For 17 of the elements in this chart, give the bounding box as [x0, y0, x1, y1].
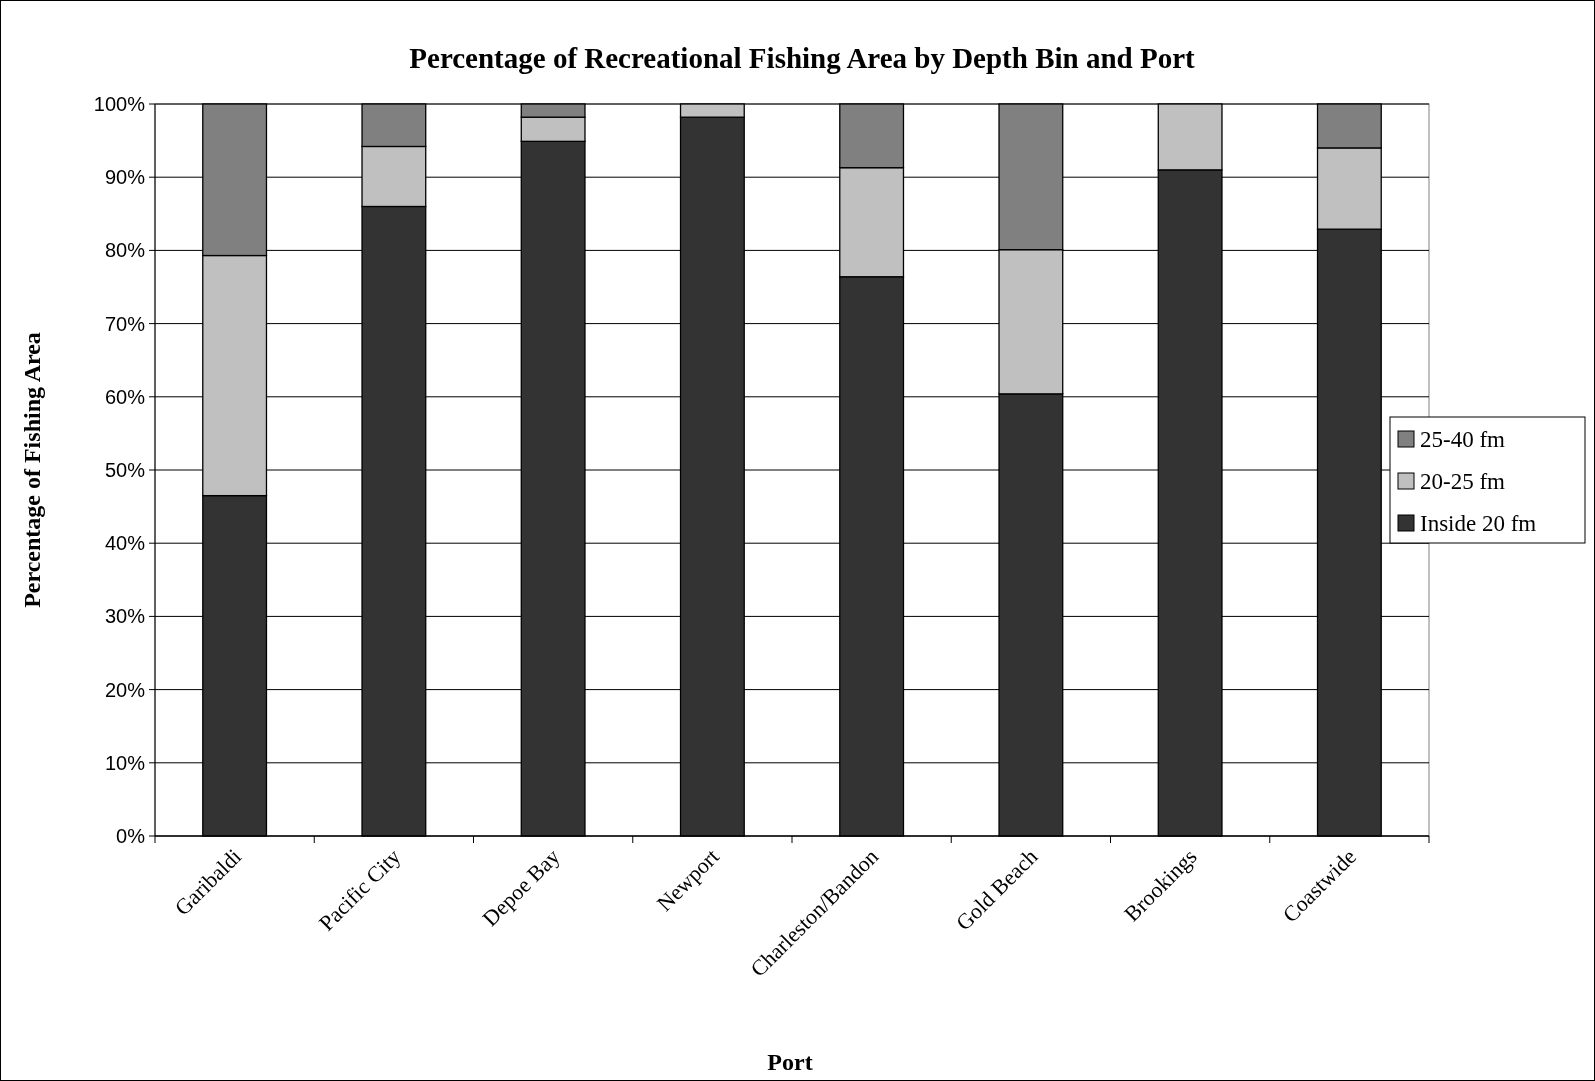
- y-tick-label: 40%: [104, 532, 146, 555]
- legend-label: 25-40 fm: [1420, 427, 1506, 453]
- legend-label: Inside 20 fm: [1420, 511, 1537, 537]
- y-tick-label: 20%: [104, 678, 146, 701]
- y-tick-label: 60%: [104, 385, 146, 408]
- chart-title: Percentage of Recreational Fishing Area by Depth Bin and Port: [409, 42, 1196, 74]
- y-tick-label: 70%: [104, 312, 146, 335]
- y-tick-label: 100%: [93, 93, 146, 115]
- y-tick-label: 50%: [104, 459, 146, 481]
- y-axis-title: Percentage of Fishing Area: [19, 332, 45, 608]
- y-tick-label: 10%: [104, 751, 146, 774]
- y-tick-label: 0%: [116, 825, 146, 847]
- legend-label: 20-25 fm: [1420, 469, 1506, 495]
- y-tick-label: 80%: [104, 239, 146, 262]
- x-axis-title: Port: [767, 1049, 813, 1075]
- y-tick-label: 90%: [104, 166, 146, 189]
- y-tick-label: 30%: [104, 605, 146, 628]
